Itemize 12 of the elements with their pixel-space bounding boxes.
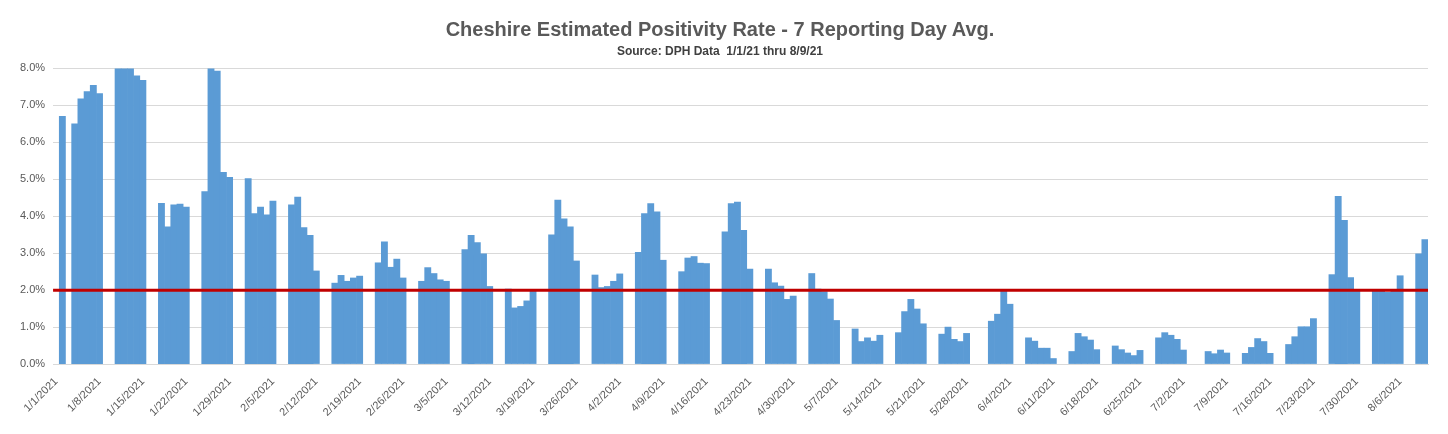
- y-tick-label: 3.0%: [19, 246, 46, 259]
- y-tick-label: 4.0%: [19, 209, 46, 222]
- y-tick-label: 7.0%: [19, 98, 46, 111]
- bar: [58, 116, 66, 364]
- y-tick-label: 2.0%: [19, 283, 46, 296]
- chart-subtitle: Source: DPH Data 1/1/21 thru 8/9/21: [616, 43, 824, 58]
- y-tick-label: 0.0%: [19, 357, 46, 370]
- chart-title: Cheshire Estimated Positivity Rate - 7 Reporting Day Avg.: [445, 17, 995, 40]
- y-tick-label: 8.0%: [19, 61, 46, 74]
- y-tick-label: 6.0%: [19, 135, 46, 148]
- y-tick-label: 5.0%: [19, 172, 46, 185]
- y-tick-label: 1.0%: [19, 320, 46, 333]
